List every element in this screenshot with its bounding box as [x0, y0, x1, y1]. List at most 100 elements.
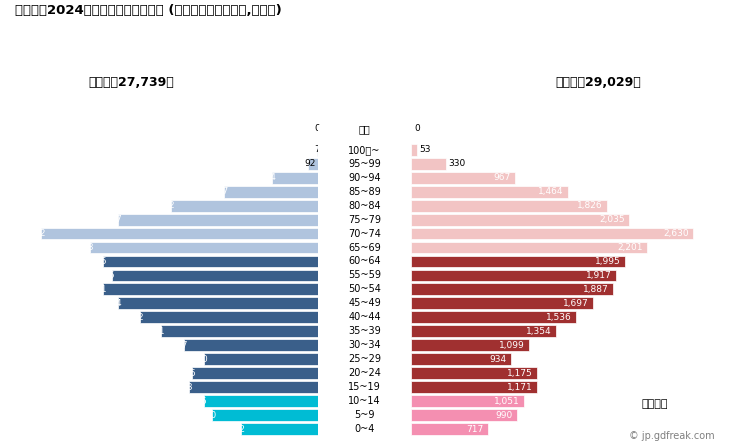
- Text: 7: 7: [314, 145, 320, 154]
- Text: 717: 717: [467, 425, 483, 433]
- Bar: [411, 395, 523, 407]
- Text: 1,060: 1,060: [183, 355, 208, 364]
- Bar: [184, 340, 318, 351]
- Text: 1,461: 1,461: [140, 327, 165, 336]
- Bar: [411, 325, 556, 337]
- Text: 1,887: 1,887: [583, 285, 609, 294]
- Bar: [90, 242, 318, 254]
- Text: 30~34: 30~34: [348, 340, 381, 350]
- Text: 1,175: 1,175: [507, 369, 533, 378]
- Text: 877: 877: [211, 187, 228, 196]
- Text: 1,867: 1,867: [96, 215, 122, 224]
- Bar: [161, 325, 318, 337]
- Bar: [317, 144, 318, 156]
- Text: 1,925: 1,925: [90, 271, 116, 280]
- Text: 1,536: 1,536: [545, 313, 572, 322]
- Text: 1,917: 1,917: [586, 271, 612, 280]
- Bar: [411, 270, 617, 281]
- Text: 1,826: 1,826: [577, 201, 602, 210]
- Text: 80~84: 80~84: [348, 201, 381, 210]
- Text: 2,201: 2,201: [617, 243, 642, 252]
- Text: 伊達市の2024年１月１日の人口構成 (住民基本台帳ベース,総人口): 伊達市の2024年１月１日の人口構成 (住民基本台帳ベース,総人口): [15, 4, 281, 17]
- Text: 2,630: 2,630: [663, 229, 688, 238]
- Bar: [411, 353, 511, 365]
- Bar: [411, 381, 537, 393]
- Bar: [411, 255, 625, 267]
- Text: 934: 934: [490, 355, 507, 364]
- Bar: [411, 172, 515, 184]
- Bar: [411, 312, 576, 324]
- Bar: [411, 158, 446, 170]
- Text: 2,128: 2,128: [69, 243, 94, 252]
- Text: 65~69: 65~69: [348, 243, 381, 252]
- Bar: [411, 200, 607, 211]
- Text: 1,354: 1,354: [526, 327, 552, 336]
- Bar: [241, 423, 318, 435]
- Bar: [192, 367, 318, 379]
- Text: 55~59: 55~59: [348, 271, 381, 280]
- Text: 2,011: 2,011: [81, 285, 106, 294]
- Bar: [411, 214, 629, 226]
- Bar: [411, 283, 613, 295]
- Text: 1,051: 1,051: [494, 396, 519, 406]
- Bar: [103, 255, 318, 267]
- Text: 990: 990: [496, 411, 512, 420]
- Text: 2,582: 2,582: [20, 229, 46, 238]
- Bar: [224, 186, 318, 198]
- Text: 1,099: 1,099: [499, 341, 525, 350]
- Text: 330: 330: [448, 159, 466, 168]
- Bar: [112, 270, 318, 281]
- Text: 90~94: 90~94: [348, 173, 381, 183]
- Text: 15~19: 15~19: [348, 382, 381, 392]
- Text: 1,247: 1,247: [163, 341, 189, 350]
- Bar: [140, 312, 318, 324]
- Text: 40~44: 40~44: [348, 312, 381, 322]
- Bar: [273, 172, 318, 184]
- Bar: [171, 200, 318, 211]
- Text: 1,697: 1,697: [563, 299, 588, 308]
- Text: 45~49: 45~49: [348, 299, 381, 308]
- Text: 5~9: 5~9: [354, 410, 375, 420]
- Text: 0: 0: [315, 124, 321, 134]
- Bar: [411, 340, 529, 351]
- Text: 0: 0: [414, 124, 420, 134]
- Bar: [411, 228, 693, 239]
- Text: 50~54: 50~54: [348, 284, 381, 295]
- Text: 女性計：29,029人: 女性計：29,029人: [555, 76, 641, 89]
- Text: 1,175: 1,175: [171, 369, 196, 378]
- Text: 100歳~: 100歳~: [348, 145, 381, 155]
- Text: 1,065: 1,065: [182, 396, 208, 406]
- Bar: [411, 367, 537, 379]
- Bar: [204, 353, 318, 365]
- Text: 424: 424: [260, 173, 277, 182]
- Text: © jp.gdfreak.com: © jp.gdfreak.com: [629, 431, 714, 441]
- Bar: [212, 409, 318, 421]
- Bar: [411, 423, 488, 435]
- Text: 35~39: 35~39: [348, 326, 381, 336]
- Bar: [308, 158, 318, 170]
- Bar: [118, 214, 318, 226]
- Bar: [411, 409, 517, 421]
- Bar: [189, 381, 318, 393]
- Text: 1,864: 1,864: [97, 299, 122, 308]
- Bar: [411, 186, 568, 198]
- Text: 53: 53: [419, 145, 430, 154]
- Text: 1,372: 1,372: [149, 201, 175, 210]
- Text: 990: 990: [199, 411, 217, 420]
- Bar: [411, 242, 647, 254]
- Text: 25~29: 25~29: [348, 354, 381, 364]
- Bar: [103, 283, 318, 295]
- Text: 1,171: 1,171: [507, 383, 532, 392]
- Bar: [204, 395, 318, 407]
- Text: 2,005: 2,005: [82, 257, 107, 266]
- Text: 単位：人: 単位：人: [642, 400, 668, 409]
- Text: 男性計：27,739人: 男性計：27,739人: [88, 76, 174, 89]
- Bar: [118, 297, 318, 309]
- Bar: [42, 228, 318, 239]
- Text: 75~79: 75~79: [348, 214, 381, 225]
- Text: 2,035: 2,035: [599, 215, 625, 224]
- Text: 85~89: 85~89: [348, 186, 381, 197]
- Text: 1,464: 1,464: [538, 187, 564, 196]
- Text: 0~4: 0~4: [354, 424, 375, 434]
- Text: 70~74: 70~74: [348, 229, 381, 239]
